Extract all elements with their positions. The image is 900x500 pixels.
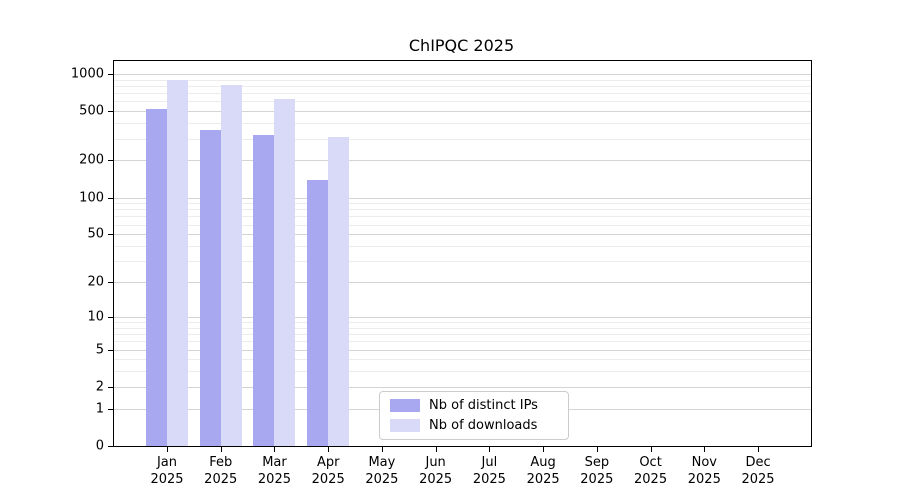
x-tick-mark bbox=[167, 447, 168, 452]
y-tick-label: 5 bbox=[95, 342, 104, 358]
x-tick-label: Aug 2025 bbox=[526, 455, 560, 487]
bar-ips-feb bbox=[199, 130, 221, 446]
gridline-major bbox=[114, 234, 811, 236]
legend: Nb of distinct IPs Nb of downloads bbox=[379, 391, 569, 440]
x-tick-label: Feb 2025 bbox=[204, 455, 238, 487]
y-tick-label: 20 bbox=[87, 274, 104, 290]
y-tick-mark bbox=[108, 408, 113, 410]
gridline-minor bbox=[114, 224, 811, 226]
bar-ips-jan bbox=[146, 109, 167, 446]
x-tick-mark bbox=[758, 447, 760, 452]
y-tick-label: 2 bbox=[95, 379, 104, 395]
y-tick-label: 1000 bbox=[70, 66, 104, 82]
gridline-major bbox=[114, 111, 811, 113]
gridline-minor bbox=[114, 359, 811, 361]
x-tick-label: Sep 2025 bbox=[580, 455, 614, 487]
gridline-minor bbox=[114, 216, 811, 218]
x-tick-mark bbox=[650, 447, 652, 452]
gridline-minor bbox=[114, 93, 811, 95]
y-tick-label: 50 bbox=[87, 226, 104, 242]
gridline-major bbox=[114, 316, 811, 318]
x-tick-label: May 2025 bbox=[365, 455, 399, 487]
legend-label-downloads: Nb of downloads bbox=[429, 418, 538, 433]
y-tick-label: 1 bbox=[95, 401, 104, 417]
y-tick-mark bbox=[108, 349, 113, 351]
x-tick-label: Oct 2025 bbox=[634, 455, 668, 487]
x-tick-label: Mar 2025 bbox=[257, 455, 291, 487]
y-tick-mark bbox=[108, 111, 113, 113]
x-tick-mark bbox=[489, 447, 491, 452]
bar-downloads-feb bbox=[220, 85, 242, 446]
x-tick-label: Jan 2025 bbox=[150, 455, 184, 487]
y-tick-label: 500 bbox=[79, 103, 104, 119]
y-tick-label: 0 bbox=[95, 438, 104, 454]
gridline-minor bbox=[114, 101, 811, 103]
x-tick-mark bbox=[543, 447, 545, 452]
x-tick-mark bbox=[220, 447, 222, 452]
gridline-minor bbox=[114, 246, 811, 248]
gridline-minor bbox=[114, 341, 811, 343]
y-tick-mark bbox=[108, 386, 113, 388]
bar-downloads-apr bbox=[328, 136, 350, 446]
x-tick-label: Apr 2025 bbox=[311, 455, 345, 487]
y-tick-mark bbox=[108, 282, 113, 284]
bar-ips-apr bbox=[307, 179, 329, 446]
gridline-minor bbox=[114, 327, 811, 329]
x-tick-label: Nov 2025 bbox=[687, 455, 721, 487]
gridline-minor bbox=[114, 203, 811, 205]
legend-label-distinct-ips: Nb of distinct IPs bbox=[429, 398, 538, 413]
x-tick-mark bbox=[435, 447, 437, 452]
gridline-minor bbox=[114, 86, 811, 87]
y-tick-mark bbox=[108, 316, 113, 318]
x-tick-mark bbox=[328, 447, 330, 452]
chart-title: ChIPQC 2025 bbox=[408, 36, 515, 55]
y-tick-label: 10 bbox=[87, 309, 104, 325]
legend-entry-distinct-ips: Nb of distinct IPs bbox=[390, 398, 558, 413]
y-tick-mark bbox=[108, 197, 113, 199]
plot-area: 0 1 2 5 10 20 50 100 200 500 1000 Jan 2025 Feb 2025… bbox=[71, 60, 812, 487]
gridline-minor bbox=[114, 209, 811, 211]
x-tick-mark bbox=[274, 447, 276, 452]
gridline-major bbox=[114, 74, 811, 75]
bar-ips-mar bbox=[253, 135, 275, 446]
y-tick-label: 100 bbox=[79, 190, 104, 205]
y-tick-mark bbox=[108, 160, 113, 162]
gridline-major bbox=[114, 282, 811, 284]
y-tick-mark bbox=[108, 74, 113, 75]
gridline-minor bbox=[114, 123, 811, 125]
y-tick-label: 200 bbox=[79, 152, 104, 168]
x-tick-label: Jul 2025 bbox=[472, 455, 506, 487]
x-tick-mark bbox=[381, 447, 383, 452]
gridline-minor bbox=[114, 138, 811, 140]
gridline-major bbox=[114, 160, 811, 162]
gridline-major bbox=[114, 386, 811, 388]
gridline-major bbox=[114, 197, 811, 199]
gridline-minor bbox=[114, 334, 811, 336]
x-tick-label: Jun 2025 bbox=[419, 455, 453, 487]
gridline-minor bbox=[114, 322, 811, 324]
x-tick-mark bbox=[704, 447, 706, 452]
legend-swatch-distinct-ips bbox=[390, 399, 420, 412]
legend-swatch-downloads bbox=[390, 419, 420, 432]
x-tick-mark bbox=[596, 447, 598, 452]
x-tick-label: Dec 2025 bbox=[741, 455, 775, 487]
gridline-major bbox=[114, 349, 811, 351]
gridline-minor bbox=[114, 371, 811, 373]
gridline-minor bbox=[114, 79, 811, 81]
y-tick-mark bbox=[108, 446, 113, 447]
y-tick-mark bbox=[108, 234, 113, 236]
legend-entry-downloads: Nb of downloads bbox=[390, 418, 558, 433]
bar-downloads-jan bbox=[167, 79, 188, 446]
gridline-minor bbox=[114, 261, 811, 263]
bar-downloads-mar bbox=[274, 98, 296, 446]
